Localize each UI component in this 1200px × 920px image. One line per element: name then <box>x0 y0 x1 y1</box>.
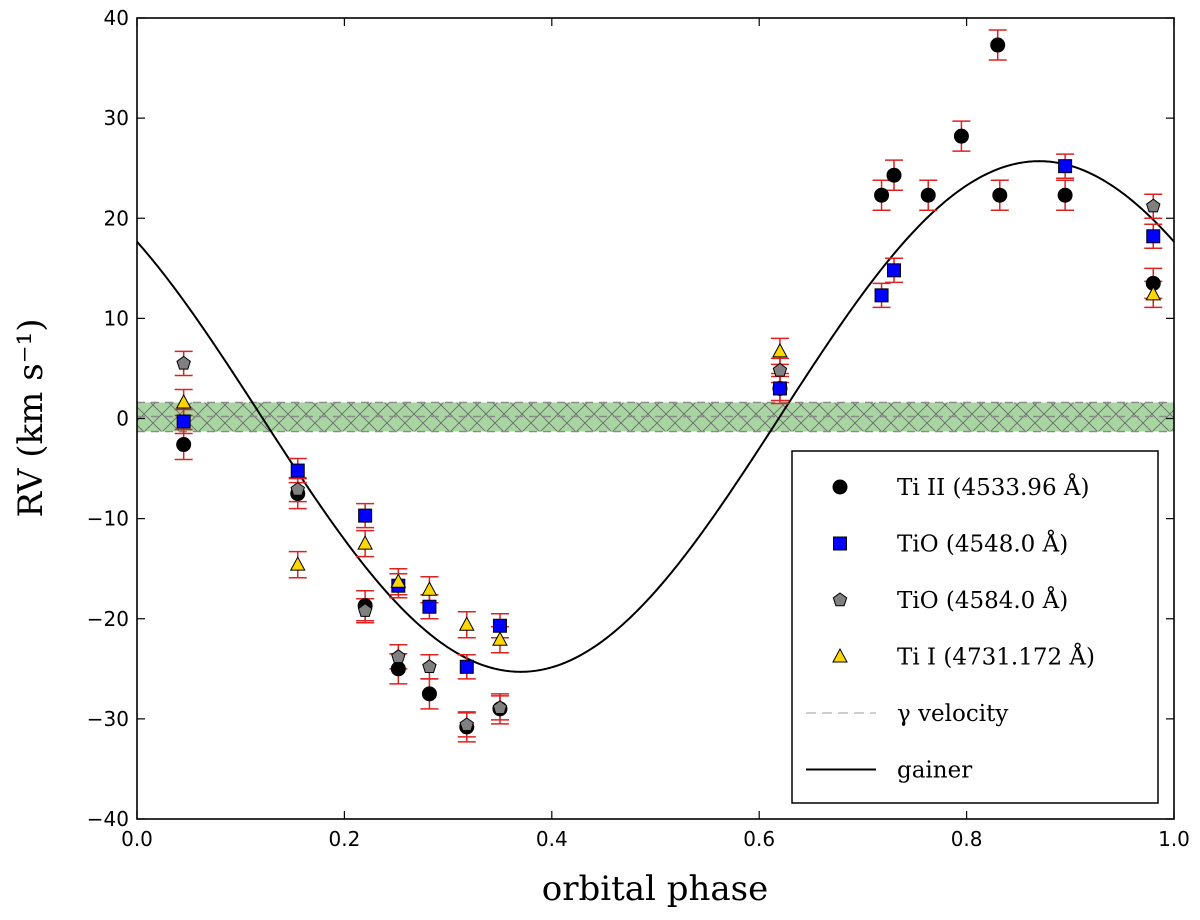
x-tick-label: 0.6 <box>743 827 775 851</box>
y-tick-label: −40 <box>87 807 129 831</box>
y-tick-label: −10 <box>87 507 129 531</box>
data-point-series-1 <box>290 463 305 478</box>
data-point-series-0 <box>421 686 437 702</box>
data-point-series-0 <box>390 661 406 677</box>
legend-label-series-3: Ti I (4731.172 Å) <box>897 643 1095 671</box>
data-point-series-3 <box>421 581 438 596</box>
data-point-series-3 <box>175 393 192 409</box>
x-tick-label: 0.8 <box>951 827 983 851</box>
data-point-series-3 <box>390 573 407 588</box>
legend-frame <box>791 450 1159 804</box>
data-point-series-1 <box>1146 229 1161 244</box>
x-axis-label: orbital phase <box>542 869 768 909</box>
data-point-series-1 <box>459 659 474 674</box>
data-point-series-2 <box>492 700 508 714</box>
legend-marker-series-3 <box>832 647 848 663</box>
data-point-series-0 <box>1057 187 1073 203</box>
data-point-series-1 <box>1058 159 1073 174</box>
data-point-series-0 <box>874 187 890 203</box>
data-point-series-0 <box>920 187 936 203</box>
y-tick-label: 30 <box>104 106 129 130</box>
y-tick-label: −20 <box>87 607 129 631</box>
legend-marker-series-2 <box>832 592 848 607</box>
y-tick-label: −30 <box>87 707 129 731</box>
legend-label-series-2: TiO (4584.0 Å) <box>897 586 1068 614</box>
model-curve-gainer <box>137 160 1174 673</box>
y-tick-label: 0 <box>116 407 129 431</box>
y-tick-label: 20 <box>104 206 129 230</box>
data-point-series-1 <box>358 508 373 523</box>
legend-label-gainer: gainer <box>897 758 972 784</box>
data-point-series-0 <box>990 37 1006 53</box>
data-point-series-3 <box>1145 285 1162 301</box>
data-point-series-1 <box>887 263 902 278</box>
data-point-series-1 <box>874 288 889 303</box>
data-point-series-2 <box>772 362 788 377</box>
data-point-series-0 <box>953 128 969 144</box>
y-tick-label: 40 <box>104 6 129 30</box>
x-tick-label: 0.0 <box>121 827 153 851</box>
data-point-series-3 <box>492 631 508 646</box>
legend-label-series-1: TiO (4548.0 Å) <box>897 530 1068 558</box>
data-point-series-3 <box>289 556 306 571</box>
data-point-series-1 <box>176 414 191 429</box>
data-point-series-2 <box>422 659 437 673</box>
data-point-series-1 <box>492 618 507 633</box>
data-point-series-3 <box>772 342 788 358</box>
data-point-series-1 <box>422 599 437 614</box>
data-point-series-3 <box>357 535 373 550</box>
data-point-series-0 <box>886 167 902 183</box>
y-axis-label: RV (km s⁻¹) <box>11 319 51 518</box>
y-tick-label: 10 <box>104 306 129 330</box>
legend-label-series-0: Ti II (4533.96 Å) <box>897 473 1089 501</box>
data-point-series-2 <box>459 717 474 731</box>
data-point-series-0 <box>176 437 192 453</box>
x-tick-label: 0.2 <box>328 827 360 851</box>
data-point-series-2 <box>357 603 373 617</box>
data-point-series-2 <box>290 481 305 496</box>
data-point-series-0 <box>992 187 1008 203</box>
data-point-series-2 <box>1146 198 1161 213</box>
x-tick-label: 1.0 <box>1158 827 1190 851</box>
legend: Ti II (4533.96 Å) TiO (4548.0 Å) TiO (4584… <box>791 450 1159 804</box>
x-tick-label: 0.4 <box>536 827 568 851</box>
data-point-series-2 <box>176 355 191 370</box>
data-point-series-3 <box>458 616 475 631</box>
data-point-series-1 <box>772 381 787 396</box>
legend-marker-series-1 <box>833 536 847 551</box>
legend-marker-series-0 <box>832 479 848 495</box>
data-point-series-2 <box>391 649 406 663</box>
legend-label-gamma: γ velocity <box>897 701 1008 727</box>
